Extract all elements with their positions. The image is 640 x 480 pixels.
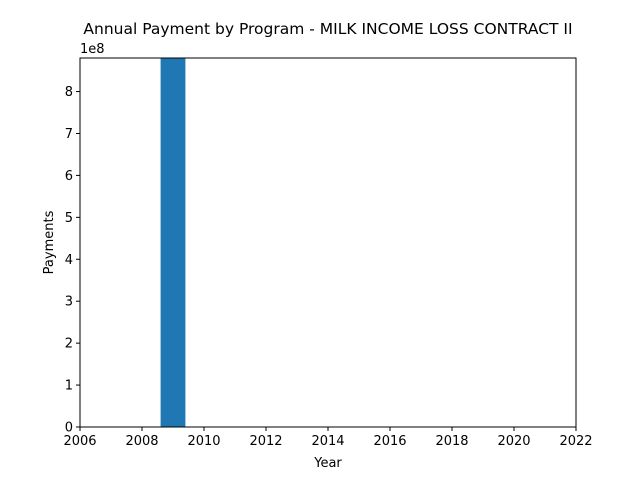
y-tick-label: 5 <box>65 211 73 226</box>
y-tick-label: 3 <box>65 295 73 310</box>
bars-group <box>160 58 186 427</box>
x-axis-ticks: 2006 2008 2010 2012 2014 2016 2018 2020 2022 <box>63 427 593 449</box>
x-tick-label: 2016 <box>373 434 406 449</box>
x-tick-label: 2020 <box>497 434 530 449</box>
x-tick-label: 2018 <box>435 434 468 449</box>
y-tick-label: 6 <box>65 169 73 184</box>
x-tick-label: 2022 <box>559 434 592 449</box>
x-tick-label: 2006 <box>63 434 96 449</box>
y-tick-label: 1 <box>65 379 73 394</box>
bar-2009 <box>160 58 186 427</box>
x-tick-label: 2008 <box>125 434 158 449</box>
x-axis-label: Year <box>313 456 342 471</box>
x-tick-label: 2010 <box>187 434 220 449</box>
y-tick-label: 4 <box>65 253 73 268</box>
x-tick-label: 2014 <box>311 434 344 449</box>
y-axis-offset-label: 1e8 <box>80 42 105 57</box>
plot-area-frame <box>79 57 577 428</box>
y-axis-label: Payments <box>42 210 57 274</box>
y-tick-label: 8 <box>65 85 73 100</box>
chart-title: Annual Payment by Program - MILK INCOME … <box>83 20 572 38</box>
x-tick-label: 2012 <box>249 434 282 449</box>
y-tick-label: 7 <box>65 127 73 142</box>
y-axis-ticks: 0 1 2 3 4 5 6 7 8 <box>65 85 80 436</box>
y-tick-label: 0 <box>65 421 73 436</box>
y-tick-label: 2 <box>65 337 73 352</box>
